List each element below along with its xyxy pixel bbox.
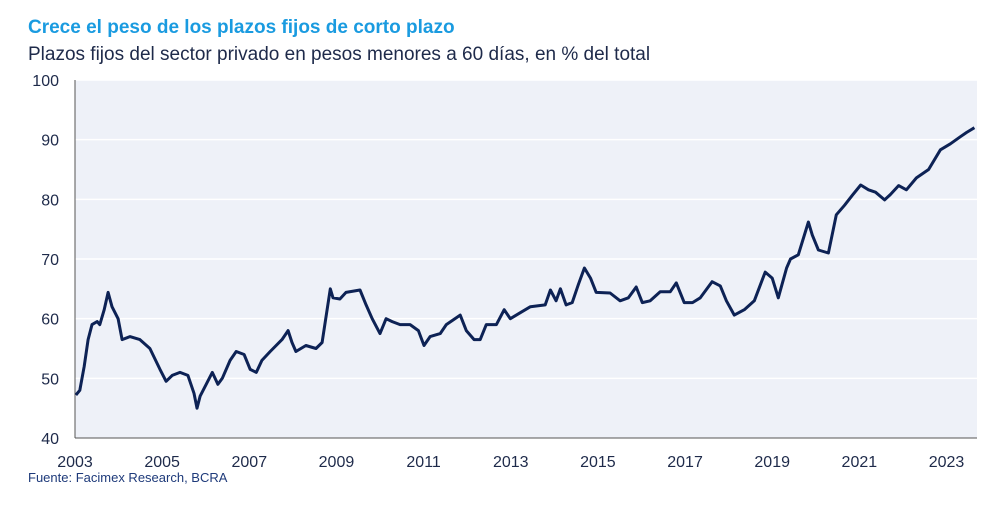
y-tick-label: 50 [41, 371, 59, 388]
chart-title: Crece el peso de los plazos fijos de cor… [28, 17, 455, 38]
x-tick-label: 2019 [754, 454, 790, 471]
x-tick-label: 2009 [319, 454, 355, 471]
x-tick-label: 2021 [842, 454, 878, 471]
y-tick-label: 100 [32, 73, 59, 90]
x-tick-label: 2005 [144, 454, 180, 471]
x-tick-label: 2017 [667, 454, 703, 471]
x-tick-label: 2013 [493, 454, 529, 471]
y-tick-label: 90 [41, 133, 59, 150]
y-tick-label: 40 [41, 431, 59, 448]
chart-subtitle: Plazos fijos del sector privado en pesos… [28, 44, 651, 65]
y-tick-label: 80 [41, 192, 59, 209]
x-tick-label: 2003 [57, 454, 93, 471]
source-note: Fuente: Facimex Research, BCRA [28, 470, 228, 485]
series-line [74, 126, 976, 410]
x-tick-label: 2023 [929, 454, 965, 471]
x-tick-label: 2007 [232, 454, 268, 471]
x-tick-label: 2011 [406, 454, 441, 471]
x-tick-label: 2015 [580, 454, 616, 471]
y-tick-label: 60 [41, 312, 59, 329]
y-tick-label: 70 [41, 252, 59, 269]
